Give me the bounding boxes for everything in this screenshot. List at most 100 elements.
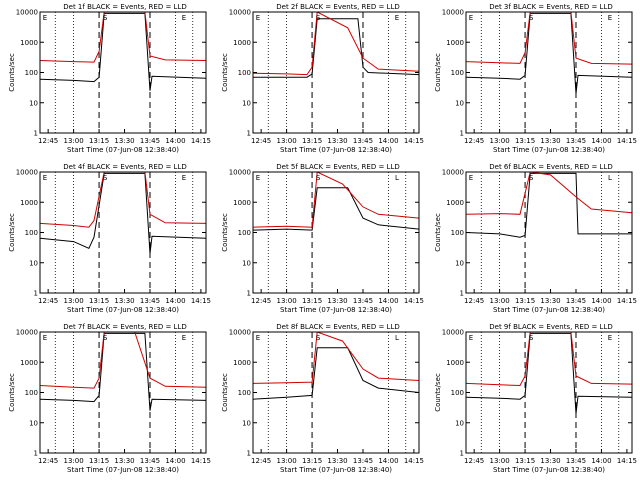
flag-label: E xyxy=(395,14,399,22)
x-axis-label: Start Time (07-Jun-08 12:38:40) xyxy=(493,306,605,314)
x-tick-label: 14:00 xyxy=(591,457,611,465)
flag-label: S xyxy=(103,174,108,182)
axes-frame xyxy=(465,11,633,134)
x-tick-label: 14:15 xyxy=(191,137,211,145)
detector-panel-4: Det 4f BLACK = Events, RED = LLD E S E 1 10 10… xyxy=(0,160,213,320)
x-tick-label: 14:00 xyxy=(165,457,185,465)
x-tick-label: 14:00 xyxy=(165,297,185,305)
x-tick-label: 13:45 xyxy=(353,137,373,145)
x-tick-label: 13:00 xyxy=(277,457,297,465)
panel-title: Det 1f BLACK = Events, RED = LLD xyxy=(63,3,186,11)
panel-title: Det 5f BLACK = Events, RED = LLD xyxy=(276,163,399,171)
panel-title: Det 6f BLACK = Events, RED = LLD xyxy=(489,163,612,171)
panel-svg: Det 7f BLACK = Events, RED = LLD E S E 1 10 10… xyxy=(8,323,211,474)
y-tick-label: 10000 xyxy=(229,169,251,177)
y-axis-label: Counts/sec xyxy=(8,213,16,252)
series-group xyxy=(40,332,206,411)
x-tick-label: 13:30 xyxy=(327,457,347,465)
axes-frame xyxy=(39,11,207,134)
x-tick-label: 14:15 xyxy=(617,137,637,145)
axes-frame xyxy=(39,171,207,294)
series-line-events xyxy=(466,12,632,94)
y-tick-label: 1 xyxy=(34,130,38,138)
series-group xyxy=(40,12,206,91)
axes-frame xyxy=(465,171,633,294)
y-axis-label: Counts/sec xyxy=(434,373,442,412)
flag-label: E xyxy=(43,174,47,182)
flag-label: E xyxy=(43,14,47,22)
y-tick-label: 1 xyxy=(460,450,464,458)
x-tick-label: 14:15 xyxy=(404,137,424,145)
y-axis-label: Counts/sec xyxy=(434,213,442,252)
flag-label: S xyxy=(529,14,534,22)
x-tick-label: 13:45 xyxy=(140,297,160,305)
series-line-lld xyxy=(40,332,206,389)
y-tick-label: 1000 xyxy=(446,199,464,207)
flag-label: E xyxy=(182,174,186,182)
panel-svg: Det 9f BLACK = Events, RED = LLD E S E 1 10 10… xyxy=(434,323,637,474)
x-tick-label: 13:30 xyxy=(327,137,347,145)
y-tick-label: 100 xyxy=(25,229,38,237)
y-tick-label: 10000 xyxy=(229,9,251,17)
series-line-lld xyxy=(253,332,419,384)
y-tick-label: 10000 xyxy=(442,9,464,17)
y-tick-label: 10 xyxy=(242,259,251,267)
y-tick-label: 1000 xyxy=(233,359,251,367)
x-tick-label: 12:45 xyxy=(464,137,484,145)
flag-label: S xyxy=(103,334,108,342)
y-tick-label: 100 xyxy=(451,389,464,397)
y-tick-label: 10000 xyxy=(16,9,38,17)
x-tick-label: 14:15 xyxy=(191,297,211,305)
x-axis-label: Start Time (07-Jun-08 12:38:40) xyxy=(493,466,605,474)
x-axis-label: Start Time (07-Jun-08 12:38:40) xyxy=(280,306,392,314)
x-tick-label: 13:15 xyxy=(515,297,535,305)
y-tick-label: 1000 xyxy=(233,39,251,47)
x-tick-label: 12:45 xyxy=(38,297,58,305)
series-group xyxy=(40,172,206,254)
series-line-events xyxy=(253,347,419,400)
x-tick-label: 13:15 xyxy=(302,457,322,465)
detector-panel-3: Det 3f BLACK = Events, RED = LLD E S E 1 10 10… xyxy=(426,0,639,160)
panel-svg: Det 6f BLACK = Events, RED = LLD E S L 1 10 10… xyxy=(434,163,637,314)
y-tick-label: 10 xyxy=(242,99,251,107)
series-line-events xyxy=(40,172,206,254)
y-axis-label: Counts/sec xyxy=(434,53,442,92)
series-group xyxy=(253,172,419,231)
x-tick-label: 13:45 xyxy=(566,297,586,305)
x-tick-label: 13:30 xyxy=(114,297,134,305)
y-tick-label: 100 xyxy=(451,229,464,237)
x-tick-label: 14:00 xyxy=(378,297,398,305)
panel-svg: Det 1f BLACK = Events, RED = LLD E S E 1 10 10… xyxy=(8,3,211,154)
y-tick-label: 10000 xyxy=(229,329,251,337)
x-tick-label: 13:45 xyxy=(566,137,586,145)
x-tick-label: 13:00 xyxy=(64,457,84,465)
y-axis-label: Counts/sec xyxy=(221,53,229,92)
x-axis-label: Start Time (07-Jun-08 12:38:40) xyxy=(67,306,179,314)
panel-svg: Det 3f BLACK = Events, RED = LLD E S E 1 10 10… xyxy=(434,3,637,154)
x-tick-label: 13:15 xyxy=(515,137,535,145)
y-tick-label: 100 xyxy=(451,69,464,77)
x-tick-label: 13:30 xyxy=(114,137,134,145)
series-group xyxy=(253,12,419,78)
flag-label: S xyxy=(529,174,534,182)
x-axis-label: Start Time (07-Jun-08 12:38:40) xyxy=(280,146,392,154)
y-tick-label: 1000 xyxy=(20,359,38,367)
x-tick-label: 13:15 xyxy=(89,137,109,145)
series-line-lld xyxy=(40,12,206,63)
y-tick-label: 10 xyxy=(455,259,464,267)
series-group xyxy=(466,172,632,238)
axes-frame xyxy=(252,331,420,454)
x-tick-label: 14:00 xyxy=(378,457,398,465)
x-tick-label: 13:45 xyxy=(353,457,373,465)
y-tick-label: 1 xyxy=(460,130,464,138)
y-tick-label: 10 xyxy=(455,99,464,107)
y-tick-label: 10000 xyxy=(442,329,464,337)
y-tick-label: 1 xyxy=(247,290,251,298)
y-tick-label: 1 xyxy=(460,290,464,298)
panel-title: Det 9f BLACK = Events, RED = LLD xyxy=(489,323,612,331)
x-tick-label: 14:15 xyxy=(404,457,424,465)
flag-label: E xyxy=(469,334,473,342)
axes-frame xyxy=(39,331,207,454)
x-axis-label: Start Time (07-Jun-08 12:38:40) xyxy=(67,466,179,474)
